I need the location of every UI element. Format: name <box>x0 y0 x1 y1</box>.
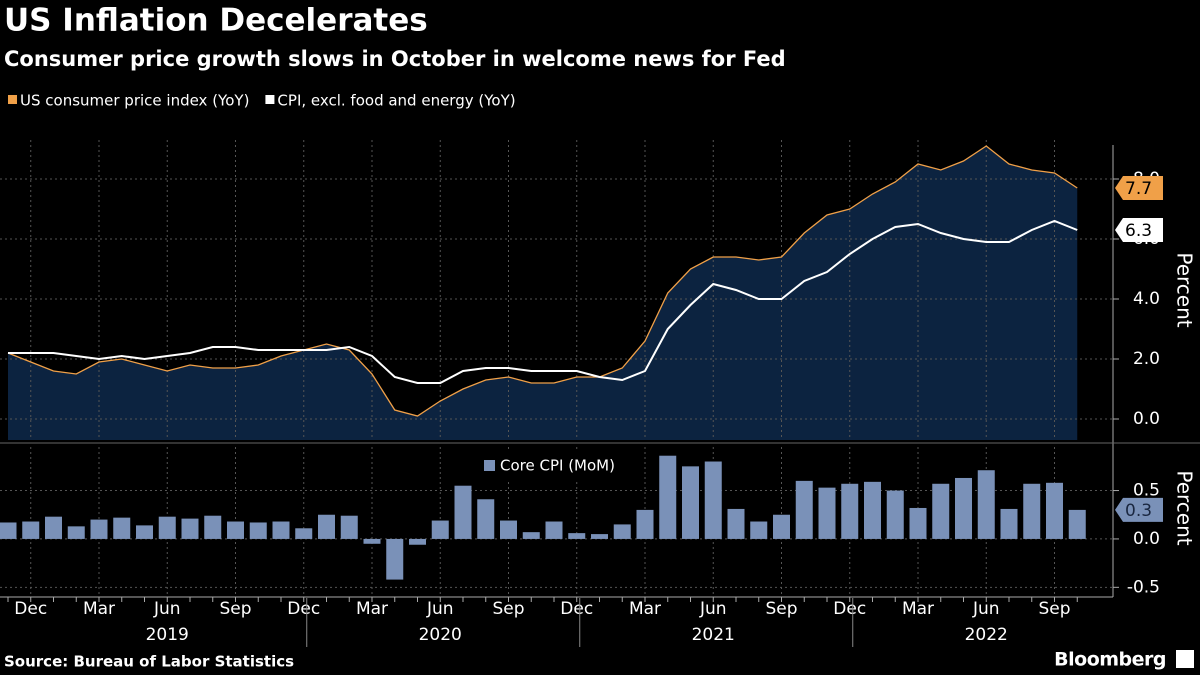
x-tick-label: Mar <box>629 599 661 619</box>
legend-swatch <box>8 95 17 104</box>
y-tick-label: 4.0 <box>1133 289 1160 309</box>
x-tick-label: Dec <box>560 599 593 619</box>
value-tag: 6.3 <box>1125 221 1152 241</box>
x-tick-label: Jun <box>426 599 454 619</box>
bar <box>431 520 449 539</box>
y-tick-label: 0.0 <box>1133 409 1160 429</box>
bar <box>249 522 267 539</box>
bar <box>1023 483 1041 539</box>
bar <box>522 532 540 539</box>
x-tick-label: Dec <box>833 599 866 619</box>
brand: Bloomberg <box>1054 649 1166 671</box>
line <box>8 219 1078 384</box>
x-tick-label: Jun <box>699 599 727 619</box>
y-tick-label: 0.0 <box>1133 529 1160 549</box>
bar <box>340 515 358 539</box>
x-tick-label: Sep <box>765 599 797 619</box>
value-tag-bg <box>1115 497 1163 522</box>
x-tick-label: Dec <box>287 599 320 619</box>
bar <box>295 528 313 539</box>
bar <box>864 481 881 539</box>
bar <box>22 521 40 539</box>
brand-icon <box>1176 650 1194 668</box>
bar <box>363 538 381 544</box>
x-tick-label: Mar <box>83 599 115 619</box>
bar <box>886 490 904 539</box>
y-axis-label: Percent <box>1173 252 1197 327</box>
bar <box>477 499 495 539</box>
line <box>7 145 1078 417</box>
bar <box>0 522 17 539</box>
bar <box>568 533 586 539</box>
year-label: 2019 <box>146 625 189 645</box>
bar <box>67 526 85 539</box>
bar <box>113 517 131 539</box>
bar <box>704 461 722 539</box>
bar <box>500 520 517 539</box>
bar <box>727 508 745 539</box>
bar <box>386 538 404 580</box>
title: US Inflation Decelerates <box>4 3 428 39</box>
value-tag-bg <box>1115 218 1163 242</box>
bar <box>909 507 927 539</box>
bar <box>795 480 813 539</box>
bar <box>613 524 631 539</box>
legend-label: CPI, excl. food and energy (YoY) <box>277 92 515 110</box>
bar <box>181 518 199 539</box>
bar <box>682 466 699 539</box>
x-tick-label: Sep <box>1038 599 1070 619</box>
bar <box>1068 509 1086 539</box>
y-tick-label: 0.5 <box>1133 481 1160 501</box>
value-tag: 7.7 <box>1125 179 1152 199</box>
bar <box>409 538 426 545</box>
bar <box>955 477 972 539</box>
bar <box>90 519 108 539</box>
legend-swatch <box>265 95 275 104</box>
bar <box>158 516 176 539</box>
value-tag-bg <box>1115 176 1163 200</box>
x-tick-label: Jun <box>972 599 1000 619</box>
x-tick-label: Dec <box>14 599 47 619</box>
bar <box>750 521 768 539</box>
value-tag: 0.3 <box>1125 501 1152 521</box>
x-tick-label: Mar <box>356 599 388 619</box>
bar <box>272 521 290 539</box>
bar <box>773 514 790 539</box>
x-tick-label: Mar <box>902 599 934 619</box>
y-axis-label: Percent <box>1173 470 1197 545</box>
area <box>8 146 1078 440</box>
x-tick-label: Sep <box>219 599 251 619</box>
bar <box>659 455 677 539</box>
legend-label: US consumer price index (YoY) <box>20 92 249 110</box>
bar <box>227 521 244 539</box>
bar <box>1000 508 1018 539</box>
bar <box>545 521 563 539</box>
year-label: 2021 <box>692 625 735 645</box>
bar <box>45 516 62 539</box>
bar <box>591 534 608 539</box>
source: Source: Bureau of Labor Statistics <box>4 653 294 671</box>
year-label: 2020 <box>419 625 462 645</box>
x-tick-label: Sep <box>492 599 524 619</box>
legend-swatch <box>484 460 495 471</box>
bar <box>1046 482 1063 539</box>
bar <box>977 470 995 539</box>
y-tick-label: -0.5 <box>1127 577 1160 597</box>
bar <box>818 487 836 539</box>
bar <box>636 509 654 539</box>
bar <box>136 525 153 539</box>
legend-label: Core CPI (MoM) <box>500 457 615 475</box>
y-tick-label: 2.0 <box>1133 349 1160 369</box>
year-label: 2022 <box>965 625 1008 645</box>
bar <box>318 514 335 539</box>
legend-box <box>474 452 640 480</box>
bar <box>932 483 950 539</box>
bar <box>204 515 222 539</box>
x-tick-label: Jun <box>153 599 181 619</box>
bar <box>841 483 859 539</box>
subtitle: Consumer price growth slows in October i… <box>4 47 786 71</box>
bar <box>454 485 472 539</box>
